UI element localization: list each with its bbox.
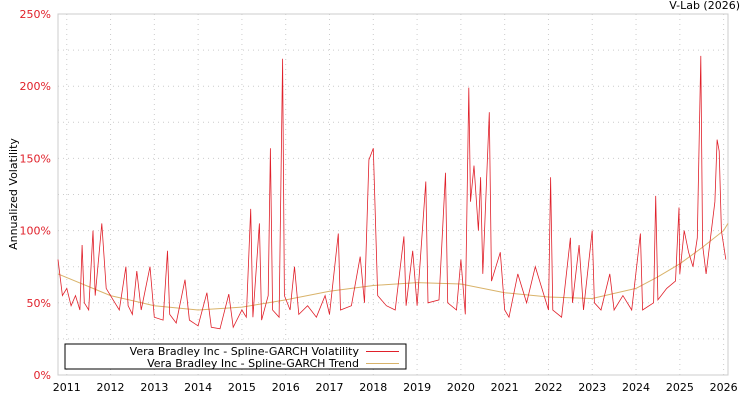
x-tick-label: 2025 [666, 381, 694, 394]
x-tick-label: 2014 [184, 381, 212, 394]
series-lines [57, 55, 729, 330]
x-tick-label: 2023 [578, 381, 606, 394]
y-tick-label: 50% [27, 297, 51, 310]
x-tick-label: 2024 [622, 381, 650, 394]
x-tick-label: 2022 [534, 381, 562, 394]
x-tick-label: 2012 [97, 381, 125, 394]
x-tick-label: 2019 [403, 381, 431, 394]
y-axis: 0% 50% 100% 150% 200% 250% [20, 8, 51, 382]
y-tick-label: 150% [20, 152, 51, 165]
x-tick-label: 2013 [140, 381, 168, 394]
legend-label-volatility: Vera Bradley Inc - Spline-GARCH Volatili… [130, 345, 360, 358]
legend-label-trend: Vera Bradley Inc - Spline-GARCH Trend [147, 357, 359, 370]
x-axis: 2011 2012 2013 2014 2015 2016 2017 2018 2019 2020… [53, 381, 738, 394]
grid-lines [58, 14, 728, 375]
x-tick-label: 2015 [228, 381, 256, 394]
x-tick-label: 2018 [359, 381, 387, 394]
x-tick-label: 2026 [710, 381, 738, 394]
y-axis-label: Annualized Volatility [7, 138, 20, 250]
x-tick-label: 2017 [316, 381, 344, 394]
y-tick-label: 100% [20, 225, 51, 238]
x-tick-label: 2020 [447, 381, 475, 394]
x-tick-label: 2011 [53, 381, 81, 394]
credit-label: V-Lab (2026) [669, 0, 740, 12]
x-tick-label: 2021 [491, 381, 519, 394]
legend: Vera Bradley Inc - Spline-GARCH Volatili… [64, 343, 407, 370]
y-tick-label: 0% [34, 369, 51, 382]
y-tick-label: 250% [20, 8, 51, 21]
volatility-line [57, 55, 727, 330]
y-tick-label: 200% [20, 80, 51, 93]
x-tick-label: 2016 [272, 381, 300, 394]
